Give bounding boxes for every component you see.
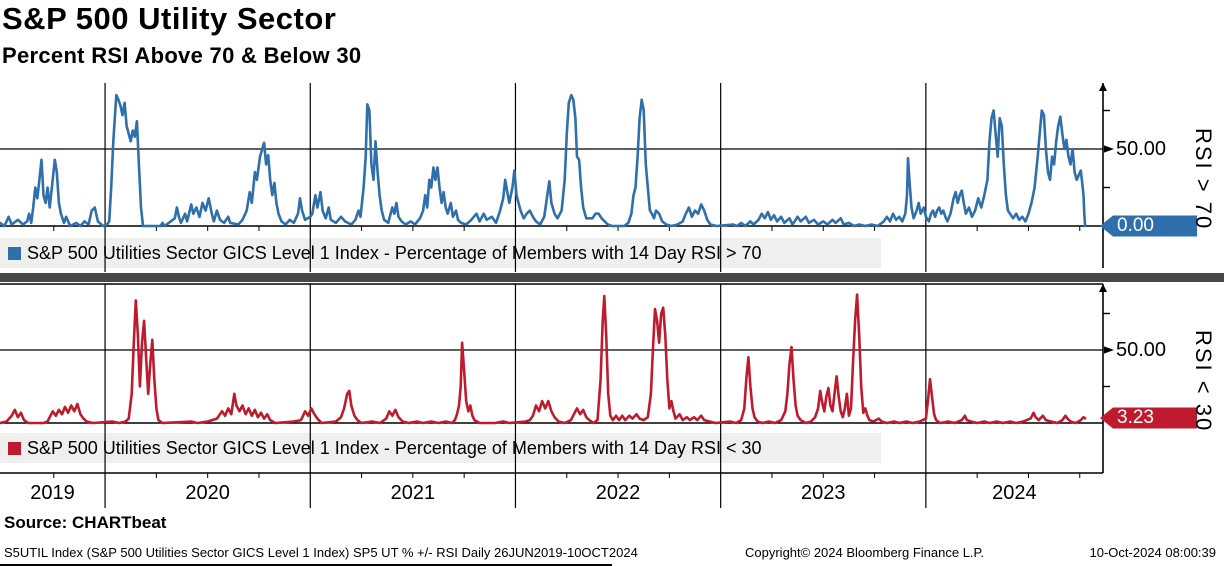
window-bottom-edge <box>0 564 612 566</box>
year-label-2019: 2019 <box>30 482 75 504</box>
legend-strip-top <box>0 238 881 268</box>
footer-copyright: Copyright© 2024 Bloomberg Finance L.P. <box>745 545 985 560</box>
panel-separator <box>0 273 1224 282</box>
axis-title-rsi-above: RSI > 70 <box>1191 128 1216 231</box>
legend-row-rsi-below: S&P 500 Utilities Sector GICS Level 1 In… <box>0 433 881 463</box>
year-label-2022: 2022 <box>595 482 641 504</box>
ytick-50-top: 50.00 <box>1116 138 1167 160</box>
last-value-badge-top: 0.00 <box>1117 215 1154 236</box>
legend-row-rsi-above: S&P 500 Utilities Sector GICS Level 1 In… <box>0 238 881 268</box>
source-line: Source: CHARTbeat <box>4 513 167 532</box>
page-subtitle: Percent RSI Above 70 & Below 30 <box>2 43 362 68</box>
page-title: S&P 500 Utility Sector <box>2 1 337 36</box>
ytick-50-bottom: 50.00 <box>1116 339 1167 361</box>
legend-strip-bottom <box>0 433 881 463</box>
year-label-2024: 2024 <box>992 482 1037 504</box>
year-label-2023: 2023 <box>801 482 846 504</box>
legend-label-rsi-below: S&P 500 Utilities Sector GICS Level 1 In… <box>27 437 762 458</box>
year-label-2021: 2021 <box>390 482 436 504</box>
legend-swatch-blue-icon <box>8 246 21 260</box>
legend-label-rsi-above: S&P 500 Utilities Sector GICS Level 1 In… <box>27 242 762 263</box>
legend-swatch-red-icon <box>8 441 21 455</box>
last-value-badge-bottom: 3.23 <box>1117 407 1154 428</box>
footer-timestamp: 10-Oct-2024 08:00:39 <box>1089 545 1216 560</box>
year-label-2020: 2020 <box>185 482 230 504</box>
footer-security-info: S5UTIL Index (S&P 500 Utilities Sector G… <box>4 545 638 560</box>
axis-title-rsi-below: RSI < 30 <box>1191 330 1216 433</box>
